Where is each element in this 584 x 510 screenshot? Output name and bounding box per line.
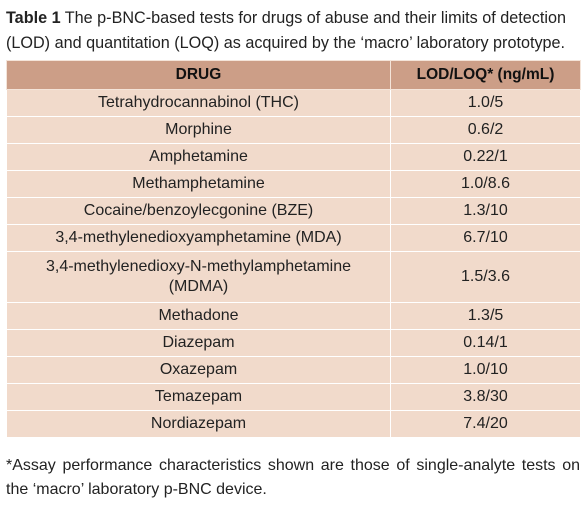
column-header-lod-loq: LOD/LOQ* (ng/mL) — [390, 60, 581, 90]
lod-loq-cell: 1.0/5 — [390, 89, 581, 117]
drug-name-cell: Methadone — [6, 302, 391, 330]
lod-loq-cell: 6.7/10 — [390, 224, 581, 252]
lod-loq-cell: 1.3/5 — [390, 302, 581, 330]
table-row: Cocaine/benzoylecgonine (BZE) 1.3/10 — [6, 197, 581, 225]
table-row: Temazepam 3.8/30 — [6, 383, 581, 411]
table-row: 3,4-methylenedioxyamphetamine (MDA) 6.7/… — [6, 224, 581, 252]
lod-loq-cell: 1.0/8.6 — [390, 170, 581, 198]
drug-name-cell: Cocaine/benzoylecgonine (BZE) — [6, 197, 391, 225]
table-row: Tetrahydrocannabinol (THC) 1.0/5 — [6, 89, 581, 117]
table-row: Diazepam 0.14/1 — [6, 329, 581, 357]
table-caption: Table 1 The p-BNC-based tests for drugs … — [6, 6, 580, 56]
lod-loq-cell: 1.3/10 — [390, 197, 581, 225]
table-row: Oxazepam 1.0/10 — [6, 356, 581, 384]
drug-name-cell: 3,4-methylenedioxy-N-methylamphetamine (… — [6, 251, 391, 303]
table-row: Amphetamine 0.22/1 — [6, 143, 581, 171]
table-header-row: DRUG LOD/LOQ* (ng/mL) — [6, 60, 581, 90]
drug-name-cell: Temazepam — [6, 383, 391, 411]
lod-loq-cell: 1.0/10 — [390, 356, 581, 384]
column-header-drug: DRUG — [6, 60, 391, 90]
drug-name-cell: Nordiazepam — [6, 410, 391, 438]
drug-table-container: DRUG LOD/LOQ* (ng/mL) Tetrahydrocannabin… — [6, 60, 581, 438]
table-footnote: *Assay performance characteristics shown… — [6, 457, 580, 498]
table-row: Methadone 1.3/5 — [6, 302, 581, 330]
drug-name-cell: Diazepam — [6, 329, 391, 357]
lod-loq-cell: 0.14/1 — [390, 329, 581, 357]
table-row: Nordiazepam 7.4/20 — [6, 410, 581, 438]
table-row: 3,4-methylenedioxy-N-methylamphetamine (… — [6, 251, 581, 303]
table-caption-text: The p-BNC-based tests for drugs of abuse… — [6, 9, 566, 52]
drug-name-cell: Amphetamine — [6, 143, 391, 171]
drug-table: DRUG LOD/LOQ* (ng/mL) Tetrahydrocannabin… — [6, 60, 581, 438]
drug-name-cell: Tetrahydrocannabinol (THC) — [6, 89, 391, 117]
table-row: Methamphetamine 1.0/8.6 — [6, 170, 581, 198]
lod-loq-cell: 1.5/3.6 — [390, 251, 581, 303]
drug-name-cell: 3,4-methylenedioxyamphetamine (MDA) — [6, 224, 391, 252]
drug-name-cell: Oxazepam — [6, 356, 391, 384]
lod-loq-cell: 3.8/30 — [390, 383, 581, 411]
table-caption-label: Table 1 — [6, 9, 61, 27]
drug-name-cell: Methamphetamine — [6, 170, 391, 198]
table-row: Morphine 0.6/2 — [6, 116, 581, 144]
lod-loq-cell: 7.4/20 — [390, 410, 581, 438]
drug-name-cell: Morphine — [6, 116, 391, 144]
lod-loq-cell: 0.6/2 — [390, 116, 581, 144]
lod-loq-cell: 0.22/1 — [390, 143, 581, 171]
